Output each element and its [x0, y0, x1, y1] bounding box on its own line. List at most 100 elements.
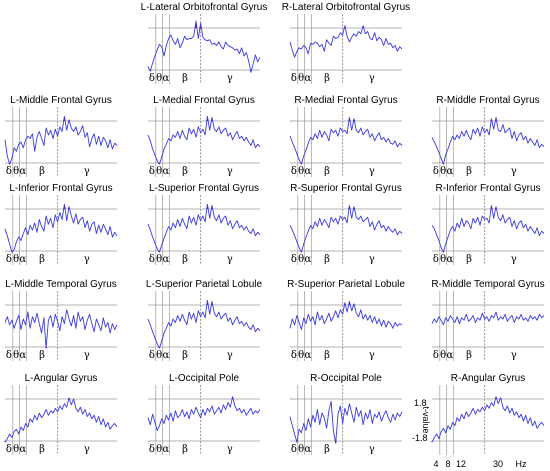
band-label: γ [227, 73, 233, 84]
panel: R-Superior Parietal Lobule δ θ α β γ [287, 279, 405, 361]
y-tick-bottom: -1.8 [412, 433, 428, 443]
panel: R-Middle Temporal Gyrus δ θ α β γ [431, 279, 545, 361]
band-label: β [324, 350, 330, 361]
band-label: θ [13, 166, 19, 177]
band-label: α [163, 350, 170, 361]
band-label: γ [511, 254, 517, 265]
band-label: δ [433, 254, 439, 265]
band-label: θ [298, 166, 304, 177]
band-label: δ [291, 444, 297, 455]
band-label: γ [84, 166, 90, 177]
band-label: γ [84, 254, 90, 265]
series-line [289, 205, 403, 253]
band-label: γ [369, 166, 375, 177]
panel: R-Lateral Orbitofrontal Gyrus δ θ α β γ [282, 2, 410, 84]
series-line [431, 205, 545, 253]
band-label: α [447, 254, 454, 265]
band-label: α [20, 444, 27, 455]
band-label: δ [291, 350, 297, 361]
panel: R-Superior Frontal Gyrus δ θ α β γ [289, 183, 403, 265]
band-label: θ [440, 166, 446, 177]
band-label: θ [13, 350, 19, 361]
band-label: β [39, 254, 45, 265]
band-label: γ [227, 166, 233, 177]
band-label: β [182, 73, 188, 84]
panel-title: R-Superior Parietal Lobule [287, 279, 405, 290]
series-line [431, 311, 545, 326]
band-label: θ [156, 73, 162, 84]
panel: L-Medial Frontal Gyrus δ θ α β γ [147, 95, 261, 177]
band-label: α [305, 254, 312, 265]
band-label: θ [13, 254, 19, 265]
band-label: θ [440, 254, 446, 265]
panel: L-Occipital Pole δ θ α β γ [147, 373, 261, 455]
series-line [147, 299, 261, 349]
x-tick-8: 8 [445, 459, 450, 469]
series-line [431, 117, 545, 165]
band-label: γ [227, 254, 233, 265]
panel-title: R-Medial Frontal Gyrus [294, 95, 397, 106]
band-label: β [182, 166, 188, 177]
series-line [431, 396, 545, 443]
band-label: θ [156, 444, 162, 455]
panel-title: L-Middle Frontal Gyrus [10, 95, 112, 106]
band-label: α [305, 350, 312, 361]
series-line [147, 20, 261, 73]
panel-title: L-Inferior Frontal Gyrus [9, 183, 112, 194]
band-label: α [305, 444, 312, 455]
band-label: θ [440, 350, 446, 361]
panel: L-Superior Parietal Lobule δ θ α β γ [146, 279, 263, 361]
panel: L-Inferior Frontal Gyrus δ θ α β γ [4, 183, 118, 265]
panel: R-Middle Frontal Gyrus δ θ α β γ [431, 95, 545, 177]
panel-title: L-Angular Gyrus [25, 373, 98, 384]
band-label: α [163, 444, 170, 455]
x-tick-30: 30 [493, 459, 503, 469]
band-label: β [39, 350, 45, 361]
band-label: β [466, 254, 472, 265]
band-label: α [305, 166, 312, 177]
x-tick-4: 4 [433, 459, 438, 469]
band-label: α [163, 254, 170, 265]
x-tick-unit: Hz [516, 459, 527, 469]
band-label: γ [511, 166, 517, 177]
band-label: θ [298, 444, 304, 455]
x-tick-12: 12 [456, 459, 466, 469]
band-label: δ [149, 444, 155, 455]
series-line [4, 203, 118, 253]
band-label: θ [13, 444, 19, 455]
panel: L-Lateral Orbitofrontal Gyrus δ θ α β γ [141, 2, 267, 84]
panel-title: L-Medial Frontal Gyrus [153, 95, 255, 106]
band-label: α [20, 254, 27, 265]
series-line [289, 400, 403, 444]
band-label: β [324, 73, 330, 84]
band-label: α [305, 73, 312, 84]
band-label: γ [369, 254, 375, 265]
band-label: δ [6, 444, 12, 455]
band-label: β [182, 350, 188, 361]
panel: R-Inferior Frontal Gyrus δ θ α β γ [431, 183, 545, 265]
band-label: θ [298, 73, 304, 84]
band-label: α [447, 350, 454, 361]
band-label: β [466, 350, 472, 361]
series-line [289, 117, 403, 165]
band-label: γ [227, 444, 233, 455]
band-label: δ [149, 166, 155, 177]
panel-title: R-Angular Gyrus [451, 373, 525, 384]
band-label: θ [298, 350, 304, 361]
band-label: β [39, 444, 45, 455]
series-line [289, 301, 403, 330]
band-label: γ [84, 444, 90, 455]
band-label: α [20, 166, 27, 177]
series-line [147, 203, 261, 253]
y-tick-top: 1.8 [414, 398, 427, 408]
series-line [4, 115, 118, 165]
y-axis-label: t-value [421, 406, 431, 433]
band-label: θ [156, 166, 162, 177]
panel: L-Middle Temporal Gyrus δ θ α β γ [4, 279, 118, 361]
panel-title: R-Inferior Frontal Gyrus [435, 183, 540, 194]
axis-legend: 1.8 -1.8 t-value 4 8 12 30 Hz [412, 398, 527, 469]
panel-title: R-Lateral Orbitofrontal Gyrus [282, 2, 410, 13]
panel: L-Angular Gyrus δ θ α β γ [3, 373, 118, 455]
series-line [289, 25, 403, 58]
panel: L-Middle Frontal Gyrus δ θ α β γ [4, 95, 118, 177]
